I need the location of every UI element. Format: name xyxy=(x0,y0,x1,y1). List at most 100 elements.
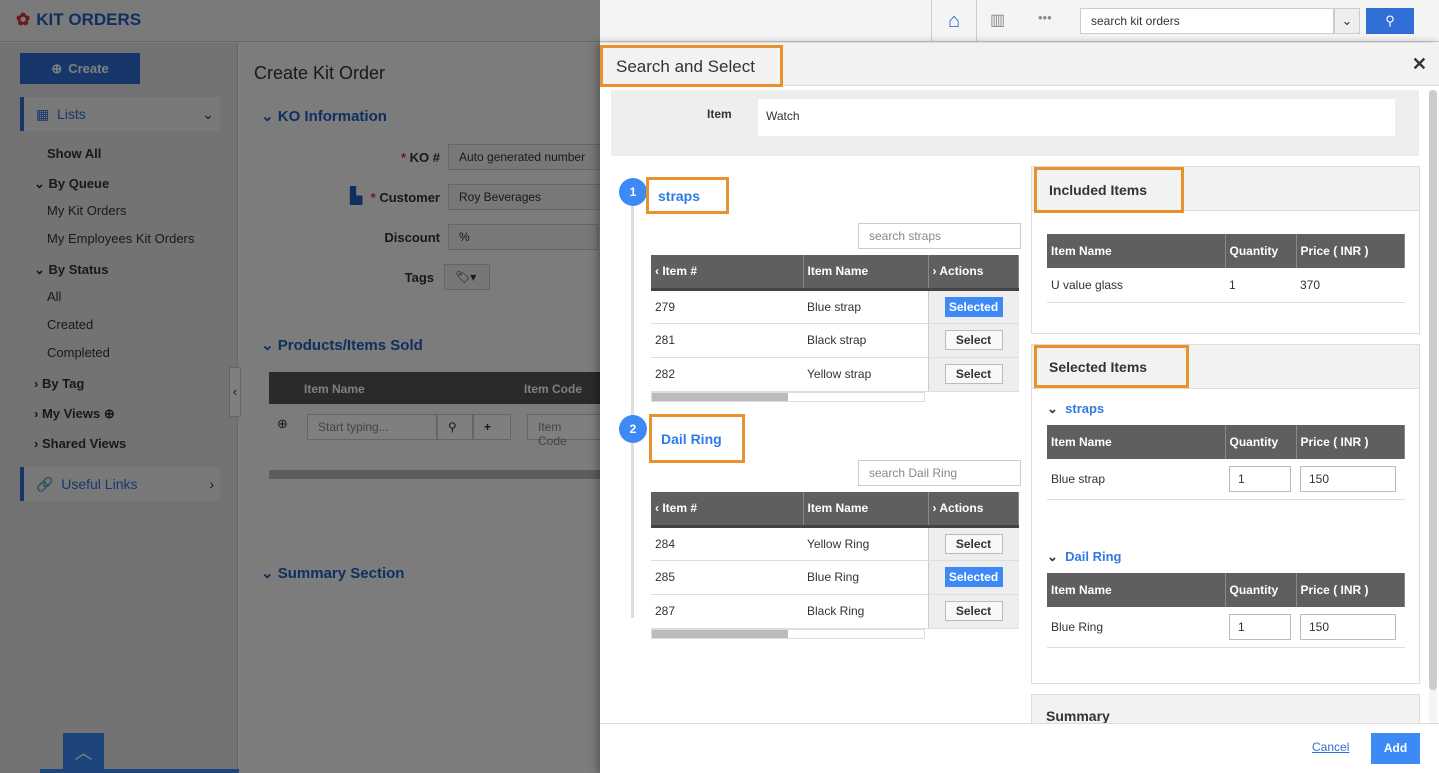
selected-table: Item Name Quantity Price ( INR ) Blue stra… xyxy=(1047,425,1405,500)
table-row: 281 Black strap Select xyxy=(651,323,1019,358)
group-search-input[interactable]: search Dail Ring xyxy=(858,460,1021,486)
quantity-input[interactable]: 1 xyxy=(1229,465,1291,492)
modal-footer: Cancel Add xyxy=(600,723,1439,773)
selected-items-header xyxy=(1032,345,1419,389)
home-icon[interactable]: ⌂ xyxy=(931,0,977,42)
price-input[interactable]: 150 xyxy=(1300,465,1396,492)
group-title: Dail Ring xyxy=(649,414,745,463)
search-select-modal: Search and Select ✕ Item Watch 1 straps … xyxy=(600,43,1439,773)
selected-group-name: Dail Ring xyxy=(1065,549,1122,564)
included-items-panel: Included Items Item Name Quantity Price ( … xyxy=(1031,166,1420,334)
item-name: Black Ring xyxy=(803,594,928,629)
included-item-name: U value glass xyxy=(1047,268,1225,303)
col-actions[interactable]: › Actions xyxy=(928,255,1019,291)
col-item-name: Item Name xyxy=(803,492,929,528)
item-number: 282 xyxy=(651,357,803,392)
item-field[interactable]: Watch xyxy=(758,99,1395,136)
step-line xyxy=(631,193,634,618)
modal-header: Search and Select ✕ xyxy=(600,43,1439,87)
item-number: 279 xyxy=(651,289,803,324)
selected-items-panel: Selected Items ⌄ straps Item Name Quantit… xyxy=(1031,344,1420,684)
col-price: Price ( INR ) xyxy=(1296,234,1405,268)
add-button[interactable]: Add xyxy=(1371,733,1420,764)
step-number: 2 xyxy=(619,415,647,443)
search-dropdown-chevron-icon[interactable]: ⌄ xyxy=(1334,8,1360,34)
more-icon[interactable]: ••• xyxy=(1038,10,1052,25)
item-label: Item xyxy=(707,107,732,121)
item-name: Black strap xyxy=(803,323,928,358)
action-cell: Select xyxy=(927,323,1019,358)
col-price: Price ( INR ) xyxy=(1296,425,1405,459)
table-row: Blue Ring 1 150 xyxy=(1047,607,1405,648)
selected-items-title: Selected Items xyxy=(1034,345,1189,388)
included-items-header xyxy=(1032,167,1419,211)
selected-button[interactable]: Selected xyxy=(944,567,1003,587)
close-icon[interactable]: ✕ xyxy=(1411,54,1427,74)
cancel-button[interactable]: Cancel xyxy=(1312,740,1350,754)
table-row: 279 Blue strap Selected xyxy=(651,289,1019,324)
selected-button[interactable]: Selected xyxy=(944,296,1003,317)
included-item-qty: 1 xyxy=(1225,268,1296,303)
chart-icon[interactable]: ▥ xyxy=(990,12,1006,29)
search-button[interactable]: ⚲ xyxy=(1366,8,1414,34)
col-quantity: Quantity xyxy=(1225,425,1297,459)
item-number: 284 xyxy=(651,526,803,561)
select-button[interactable]: Select xyxy=(944,533,1003,554)
table-scrollbar[interactable] xyxy=(651,391,925,402)
step-number: 1 xyxy=(619,178,647,206)
table-row: 284 Yellow Ring Select xyxy=(651,526,1019,561)
table-row: Blue strap 1 150 xyxy=(1047,459,1405,500)
action-cell: Select xyxy=(927,594,1019,629)
select-button[interactable]: Select xyxy=(944,601,1003,621)
item-number: 285 xyxy=(651,560,803,595)
modal-scrollbar[interactable] xyxy=(1429,90,1437,770)
table-row: 285 Blue Ring Selected xyxy=(651,560,1019,595)
group-title: straps xyxy=(646,177,729,214)
col-item-no[interactable]: ‹ Item # xyxy=(651,492,804,528)
col-quantity: Quantity xyxy=(1225,234,1297,268)
col-item-name: Item Name xyxy=(803,255,929,291)
col-actions-label: Actions xyxy=(939,501,984,516)
col-quantity: Quantity xyxy=(1225,573,1297,607)
item-name: Yellow Ring xyxy=(803,526,928,561)
selected-group-toggle[interactable]: ⌄ Dail Ring xyxy=(1047,549,1121,565)
selected-table: Item Name Quantity Price ( INR ) Blue Ring… xyxy=(1047,573,1405,648)
col-item-name: Item Name xyxy=(1047,234,1226,268)
quantity-input[interactable]: 1 xyxy=(1229,613,1291,640)
action-cell: Selected xyxy=(927,289,1019,324)
col-price: Price ( INR ) xyxy=(1296,573,1405,607)
item-number: 287 xyxy=(651,594,803,629)
selected-item-name: Blue Ring xyxy=(1047,607,1225,648)
table-row: 287 Black Ring Select xyxy=(651,594,1019,629)
col-item-no-label: Item # xyxy=(662,501,698,516)
included-item-price: 370 xyxy=(1296,268,1405,303)
selected-group-toggle[interactable]: ⌄ straps xyxy=(1047,401,1104,417)
modal-backdrop[interactable] xyxy=(0,0,600,773)
col-actions[interactable]: › Actions xyxy=(928,492,1019,528)
item-name: Blue strap xyxy=(803,289,928,324)
table-row: 282 Yellow strap Select xyxy=(651,357,1019,392)
included-items-title: Included Items xyxy=(1034,167,1184,213)
summary-title: Summary xyxy=(1046,708,1110,724)
select-button[interactable]: Select xyxy=(944,364,1003,384)
col-item-no-label: Item # xyxy=(662,264,698,279)
modal-title: Search and Select xyxy=(600,45,783,87)
group-table: ‹ Item # Item Name › Actions 284 Yellow Ring… xyxy=(651,492,1019,639)
col-item-name: Item Name xyxy=(1047,425,1226,459)
item-row: Item Watch xyxy=(611,90,1419,156)
action-cell: Select xyxy=(927,357,1019,392)
select-button[interactable]: Select xyxy=(944,330,1003,350)
table-row: U value glass 1 370 xyxy=(1047,268,1405,303)
included-table: Item Name Quantity Price ( INR ) U value g… xyxy=(1047,234,1405,303)
price-input[interactable]: 150 xyxy=(1300,613,1396,640)
col-item-no[interactable]: ‹ Item # xyxy=(651,255,804,291)
table-scrollbar[interactable] xyxy=(651,628,925,639)
item-number: 281 xyxy=(651,323,803,358)
item-name: Blue Ring xyxy=(803,560,928,595)
group-search-input[interactable]: search straps xyxy=(858,223,1021,249)
item-name: Yellow strap xyxy=(803,357,928,392)
selected-item-name: Blue strap xyxy=(1047,459,1225,500)
chevron-down-icon: ⌄ xyxy=(1047,549,1058,564)
col-actions-label: Actions xyxy=(939,264,984,279)
global-search-input[interactable]: search kit orders xyxy=(1080,8,1334,34)
